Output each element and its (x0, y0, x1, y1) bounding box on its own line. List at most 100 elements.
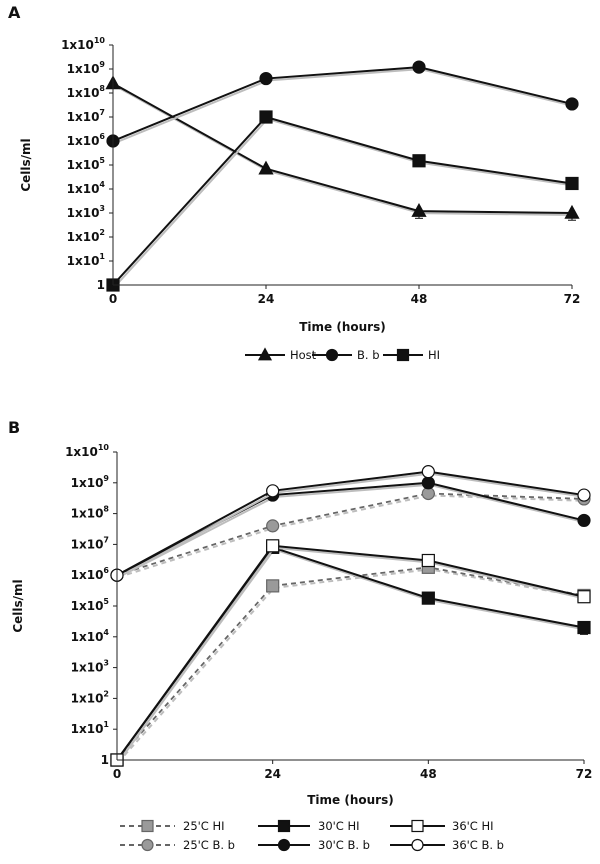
panel-b-legend-item: 36'C B. b (390, 838, 504, 852)
panel-a-series (105, 60, 580, 292)
panel-a-legend-item: B. b (312, 348, 380, 362)
panel-a-x-tick-label: 0 (109, 292, 117, 306)
panel-b-series-3 (110, 539, 591, 767)
panel-a-data-point (259, 110, 273, 124)
panel-b-y-axis-title: Cells/ml (11, 579, 25, 632)
panel-b-legend-label: 36'C B. b (452, 838, 504, 852)
panel-b-y-tick-label: 1x104 (71, 628, 110, 644)
panel-b-series-shadow (118, 483, 586, 579)
panel-a-y-axis-title: Cells/ml (19, 138, 33, 191)
panel-b-data-point (577, 590, 591, 604)
panel-a-series-2 (106, 60, 579, 148)
panel-b-series-2 (110, 540, 591, 767)
panel-a-y-tick-label: 1x105 (67, 156, 106, 172)
panel-b-x-ticks: 0 24 48 72 (113, 760, 593, 781)
panel-a-legend-item: Host (245, 347, 317, 362)
panel-a-legend-label: HI (428, 348, 440, 362)
panel-a-data-point (565, 97, 579, 111)
panel-b-y-tick-label: 1x108 (71, 505, 110, 521)
panel-b-x-tick-label: 0 (113, 767, 121, 781)
panel-b-series-line (116, 544, 585, 761)
panel-b-x-tick-label: 48 (420, 767, 437, 781)
panel-a-legend-marker (257, 347, 273, 361)
panel-a-data-point (564, 204, 580, 219)
panel-b-y-tick-label: 1x1010 (65, 443, 109, 459)
panel-a-data-point (565, 176, 579, 191)
panel-b-series-shadow (118, 494, 586, 579)
panel-b-legend: 25'C HI 30'C HI 36'C HI 25'C B. b 30'C B. b 3… (120, 819, 504, 852)
panel-a-y-tick-label: 1x101 (67, 252, 106, 268)
panel-a-y-tick-label: 1 (97, 278, 105, 292)
panel-b-series-5 (110, 476, 591, 582)
panel-b-series-shadow (118, 472, 586, 579)
panel-a-series-shadow (114, 84, 574, 216)
panel-b-data-point (577, 488, 591, 502)
panel-b-legend-item: 36'C HI (390, 819, 494, 833)
panel-b-data-point (266, 579, 280, 593)
panel-b-legend-marker (141, 819, 154, 833)
panel-a-legend-label: Host (290, 348, 317, 362)
panel-b-x-tick-label: 72 (576, 767, 593, 781)
panel-b-data-point (421, 553, 435, 568)
panel-b-x-tick-label: 24 (264, 767, 281, 781)
panel-b-legend-marker (141, 838, 154, 852)
panel-a-series-shadow (113, 117, 574, 288)
panel-a-y-ticks: 1 1x101 1x102 1x103 1x104 1x105 1x106 1x107 1x10… (61, 36, 113, 292)
panel-a-letter: A (8, 3, 21, 22)
panel-b-legend-marker (277, 819, 291, 833)
panel-b-data-point (266, 539, 280, 553)
panel-b-y-tick-label: 1x105 (71, 597, 110, 613)
panel-b-legend-item: 30'C HI (258, 819, 360, 833)
panel-a-legend-marker (396, 348, 410, 362)
panel-b-legend-marker (411, 819, 424, 833)
panel-a-data-point (412, 60, 426, 74)
panel-b-y-tick-label: 1 (101, 753, 109, 767)
panel-a-y-tick-label: 1x106 (67, 132, 106, 148)
panel-b-legend-label: 25'C B. b (183, 838, 235, 852)
panel-b-series-6 (110, 465, 591, 582)
panel-a-x-tick-label: 24 (258, 292, 275, 306)
panel-b-legend-item: 30'C B. b (258, 838, 370, 852)
panel-b-legend-label: 25'C HI (183, 819, 225, 833)
panel-b-series-shadow (117, 568, 586, 763)
panel-a-series-1 (105, 75, 580, 221)
panel-a-y-tick-label: 1x102 (67, 228, 105, 244)
panel-a-series-line (112, 66, 573, 142)
panel-b-series-shadow (117, 546, 586, 763)
panel-b-legend-label: 30'C HI (318, 819, 360, 833)
panel-a-series-3 (106, 110, 579, 292)
panel-a: A 1 1x101 1x102 1x103 1x104 1x105 1x106 1x107 1x… (8, 3, 580, 362)
panel-a-y-tick-label: 1x108 (67, 84, 106, 100)
panel-b-series-4 (110, 486, 591, 582)
panel-b-data-point (421, 476, 435, 490)
panel-a-data-point (259, 71, 273, 86)
panel-b-y-tick-label: 1x103 (71, 659, 109, 675)
panel-b-legend-item: 25'C HI (120, 819, 225, 833)
panel-b-series-line (116, 566, 585, 761)
panel-a-y-tick-label: 1x1010 (61, 36, 105, 52)
panel-b-legend-label: 36'C HI (452, 819, 494, 833)
panel-b-series-line (116, 470, 585, 577)
panel-b-y-tick-label: 1x102 (71, 689, 109, 705)
panel-a-data-point (411, 202, 427, 217)
panel-a-y-tick-label: 1x104 (67, 180, 106, 196)
panel-b-legend-label: 30'C B. b (318, 838, 370, 852)
panel-b-legend-item: 25'C B. b (120, 838, 235, 852)
panel-a-legend: Host B. b HI (245, 347, 440, 362)
panel-b-data-point (421, 591, 435, 605)
panel-a-y-tick-label: 1x109 (67, 60, 106, 76)
panel-a-x-tick-label: 72 (564, 292, 581, 306)
panel-b-series-line (116, 492, 585, 577)
panel-b-y-tick-label: 1x101 (71, 720, 110, 736)
panel-a-y-tick-label: 1x103 (67, 204, 105, 220)
panel-a-legend-item: HI (383, 348, 440, 362)
panel-a-series-line (112, 82, 573, 214)
panel-b-y-tick-label: 1x107 (71, 535, 109, 551)
panel-b-data-point (577, 620, 591, 635)
panel-a-legend-label: B. b (357, 348, 380, 362)
panel-a-series-line (112, 115, 573, 286)
panel-b-x-axis-title: Time (hours) (307, 793, 393, 807)
panel-b-y-tick-label: 1x106 (71, 566, 110, 582)
panel-b-series-1 (110, 560, 591, 767)
